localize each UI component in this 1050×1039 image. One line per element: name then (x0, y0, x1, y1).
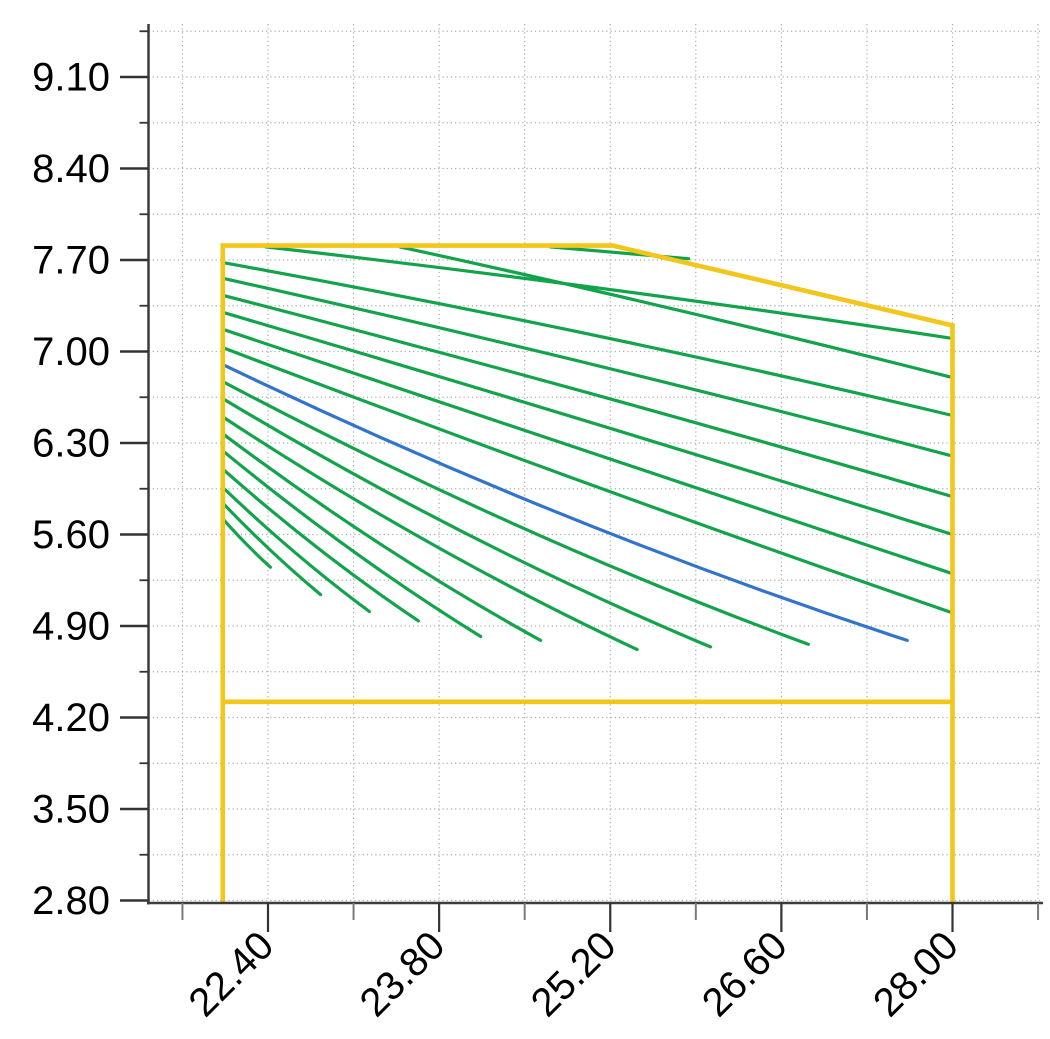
y-tick-label: 6.30 (32, 421, 110, 465)
speed-line[interactable] (221, 327, 955, 576)
speed-line[interactable] (221, 261, 955, 418)
x-tick-label: 25.20 (523, 923, 625, 1025)
speed-line[interactable] (221, 380, 810, 646)
speed-line[interactable] (221, 467, 420, 623)
y-tick-label: 3.50 (32, 787, 110, 831)
speed-line[interactable] (221, 449, 483, 639)
speed-line[interactable] (221, 346, 955, 615)
y-tick-label: 5.60 (32, 513, 110, 557)
highlighted-speed-line[interactable] (221, 363, 909, 642)
speed-line[interactable] (221, 276, 955, 458)
y-tick-label: 2.80 (32, 879, 110, 923)
speed-line[interactable] (221, 415, 639, 652)
speed-line[interactable] (221, 485, 372, 614)
speed-line[interactable] (221, 517, 272, 569)
speed-line[interactable] (264, 245, 955, 340)
y-tick-label: 4.90 (32, 604, 110, 648)
y-tick-label: 8.40 (32, 147, 110, 191)
x-tick-label: 22.40 (180, 923, 282, 1025)
y-tick-label: 7.00 (32, 330, 110, 374)
x-tick-label: 23.80 (352, 923, 454, 1025)
speed-line[interactable] (221, 397, 713, 649)
speed-line[interactable] (221, 432, 543, 642)
speed-line[interactable] (548, 245, 691, 261)
speed-line[interactable] (221, 310, 955, 537)
y-tick-label: 4.20 (32, 696, 110, 740)
y-tick-label: 9.10 (32, 56, 110, 100)
speed-line[interactable] (221, 293, 955, 499)
x-tick-label: 28.00 (865, 923, 967, 1025)
speed-line[interactable] (398, 245, 955, 380)
y-tick-label: 7.70 (32, 239, 110, 283)
x-tick-label: 26.60 (694, 923, 796, 1025)
speed-line[interactable] (221, 501, 323, 597)
envelope-outline[interactable] (220, 243, 955, 904)
